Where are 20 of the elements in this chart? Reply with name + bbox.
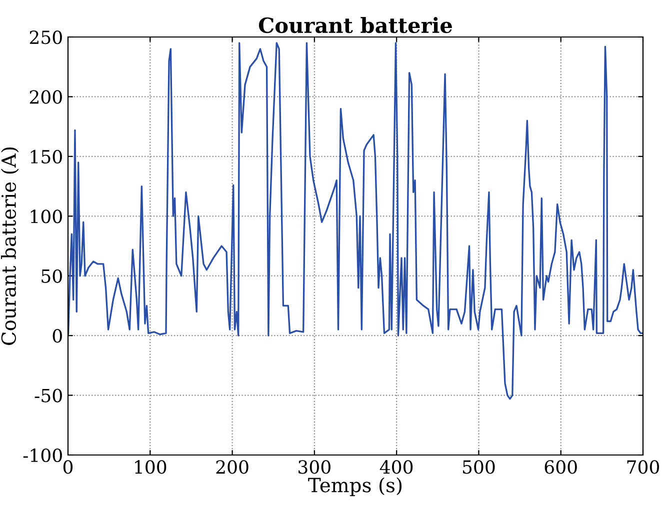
x-tick-label: 100 [135, 460, 166, 474]
y-tick-label: 250 [30, 30, 62, 44]
x-axis-title: Temps (s) [308, 477, 402, 496]
chart-title: Courant batterie [258, 17, 452, 34]
x-tick-label: 200 [216, 460, 248, 474]
x-tick-label: 500 [463, 460, 495, 474]
x-tick-label: 0 [63, 460, 73, 474]
x-tick-label: 700 [627, 460, 660, 474]
y-tick-label: -50 [34, 388, 62, 402]
y-tick-label: -100 [23, 448, 62, 462]
x-tick-label: 300 [298, 460, 330, 474]
y-tick-label: 50 [42, 269, 62, 283]
x-tick-label: 400 [380, 460, 413, 474]
y-tick-label: 200 [30, 90, 62, 104]
y-tick-label: 0 [52, 329, 62, 343]
y-tick-label: 100 [30, 210, 62, 224]
y-axis-title: Courant batterie (A) [0, 147, 19, 345]
y-tick-label: 150 [30, 150, 62, 164]
line-series [68, 42, 643, 400]
x-tick-label: 600 [544, 460, 577, 474]
